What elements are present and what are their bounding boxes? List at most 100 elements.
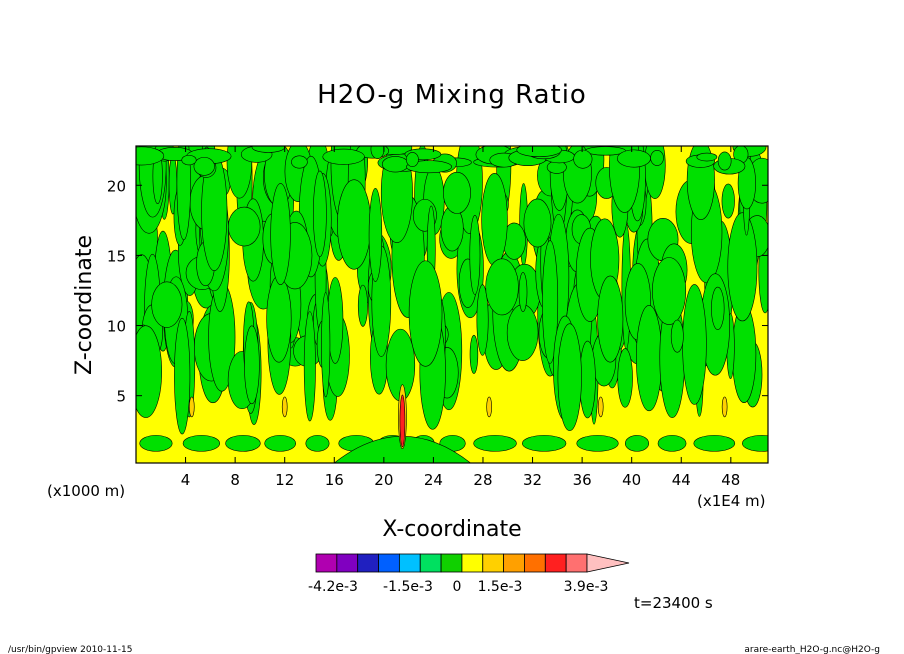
colorbar-box [461, 553, 484, 573]
field-cell [381, 156, 409, 173]
field-cell [597, 275, 624, 363]
footer-right: arare-earth_H2O-g.nc@H2O-g [744, 645, 880, 654]
y-axis-label: Z-coordinate [72, 235, 97, 375]
x-tick-label: 24 [424, 471, 443, 489]
footer-left: /usr/bin/gpview 2010-11-15 [8, 645, 132, 654]
y-tick-label: 5 [116, 388, 126, 406]
x-tick-label: 16 [325, 471, 344, 489]
x-tick-label: 48 [721, 471, 740, 489]
field-cell [281, 396, 288, 418]
colorbar-label: 1.5e-3 [478, 579, 523, 595]
field-cell [686, 146, 715, 220]
colorbar-box [524, 553, 546, 573]
field-cell [506, 304, 539, 361]
mixing-ratio-field [136, 146, 768, 463]
field-cell [657, 435, 687, 452]
field-cell [473, 435, 517, 452]
field-cell [486, 396, 492, 418]
field-cell [617, 348, 633, 408]
colorbar-arrow [586, 553, 630, 573]
colorbar-label: -1.5e-3 [383, 579, 433, 595]
field-cell [711, 286, 725, 330]
y-tick-label: 15 [107, 247, 126, 265]
colorbar-labels: -4.2e-3 -1.5e-3 0 1.5e-3 3.9e-3 [308, 579, 608, 595]
field-cell [176, 146, 191, 241]
field-cell [717, 151, 732, 171]
field-cell [522, 435, 567, 452]
field-cell [624, 435, 650, 452]
x-tick-label: 36 [573, 471, 592, 489]
field-cell [579, 340, 596, 419]
colorbar-label: 0 [453, 579, 462, 595]
x-tick-label: 32 [523, 471, 542, 489]
colorbar-box [565, 553, 588, 573]
field-cell [636, 304, 663, 412]
field-cell [644, 146, 666, 199]
x-unit-left: (x1000 m) [47, 482, 125, 500]
plume-spike [399, 394, 406, 448]
field-cell [370, 146, 385, 159]
field-cell [573, 149, 593, 169]
x-tick-label: 4 [181, 471, 191, 489]
field-cell [485, 258, 519, 316]
field-cell [696, 152, 718, 162]
plot-area [136, 146, 768, 463]
field-cell [337, 179, 372, 270]
x-tick-label: 28 [473, 471, 492, 489]
field-cell [322, 148, 365, 165]
field-cell [264, 435, 297, 452]
colorbar-box [544, 553, 567, 573]
y-tick-label: 10 [107, 318, 126, 336]
field-cell [151, 281, 183, 328]
field-cell [727, 212, 758, 322]
time-label: t=23400 s [634, 594, 713, 612]
colorbar-box [357, 553, 379, 573]
field-cell [188, 396, 195, 418]
x-tick-label: 40 [622, 471, 641, 489]
field-cell [742, 435, 768, 452]
colorbar-box [315, 553, 338, 573]
field-cell [576, 435, 619, 452]
field-cell [368, 187, 383, 282]
plot-frame [135, 145, 769, 464]
field-cell [597, 396, 604, 418]
x-tick-label: 12 [275, 471, 294, 489]
field-cell [406, 152, 419, 167]
field-cell [225, 435, 261, 452]
field-cell [139, 435, 173, 452]
colorbar-box [378, 553, 400, 573]
field-cell [516, 146, 562, 157]
field-cell [650, 150, 664, 166]
field-cell [476, 284, 489, 356]
field-cell [557, 323, 582, 432]
field-cell [670, 319, 684, 353]
field-cell [443, 171, 471, 214]
field-cell [303, 311, 316, 422]
colorbar-box [398, 553, 421, 573]
field-cell [542, 240, 559, 364]
x-tick-label: 44 [672, 471, 691, 489]
field-cell [136, 325, 162, 418]
field-cell [313, 170, 327, 257]
field-cell [357, 284, 368, 327]
field-cell [469, 214, 481, 295]
colorbar-box [482, 553, 505, 573]
field-cell [469, 334, 479, 374]
field-cell [721, 183, 735, 219]
field-cell [136, 146, 165, 166]
field-cell [721, 396, 728, 418]
field-cell [270, 183, 291, 286]
field-cell [652, 257, 687, 325]
field-cell [693, 435, 736, 452]
colorbar-label: -4.2e-3 [308, 579, 358, 595]
colorbar-box [419, 553, 442, 573]
field-cell [181, 154, 197, 166]
colorbar-box [336, 553, 359, 573]
field-cell [682, 284, 707, 405]
field-cell [182, 435, 221, 452]
plume-base [333, 436, 472, 463]
y-tick-label: 20 [107, 177, 126, 195]
field-cell [193, 157, 215, 176]
field-cell [174, 317, 191, 435]
field-cell [226, 146, 253, 199]
